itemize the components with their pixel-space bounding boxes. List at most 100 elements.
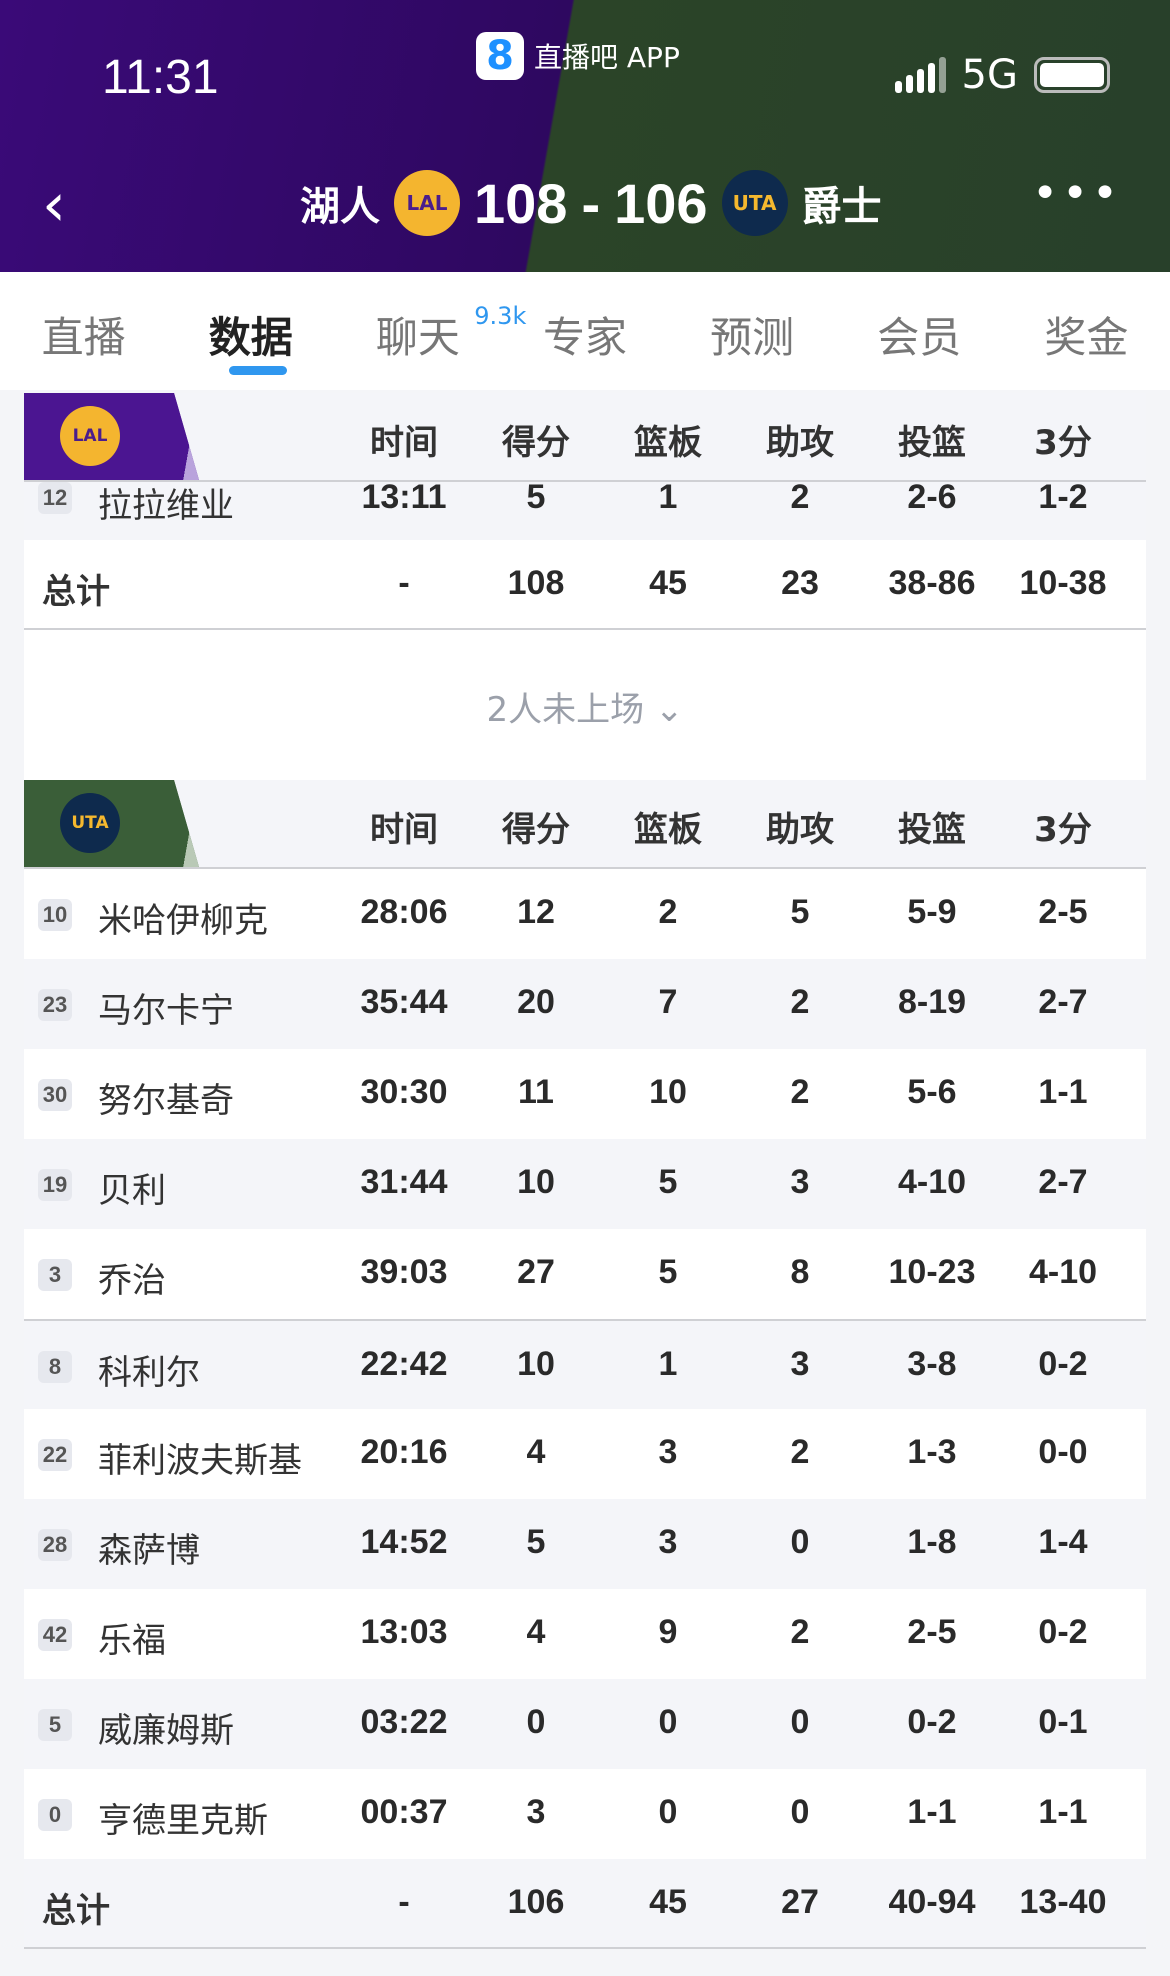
team-flag: LAL	[24, 393, 199, 480]
column-header[interactable]: 投篮	[898, 810, 966, 850]
total-label: 总计	[42, 572, 110, 612]
column-header[interactable]: 得分	[502, 423, 570, 463]
stat-cell: 0	[790, 1703, 810, 1741]
column-header[interactable]: 篮板	[634, 423, 702, 463]
tab-2[interactable]: 聊天 9.3k	[334, 272, 527, 390]
app-name: 直播吧 APP	[534, 41, 680, 74]
stat-cell: 2	[790, 478, 810, 516]
stat-cell: 1	[658, 478, 678, 516]
stat-cell: 12	[517, 893, 555, 931]
table-row[interactable]: 23 马尔卡宁 35:44 20 7 2 8-19 2-7	[24, 959, 1146, 1049]
status-time: 11:31	[102, 51, 219, 104]
table-row[interactable]: 22 菲利波夫斯基 20:16 4 3 2 1-3 0-0	[24, 1409, 1146, 1499]
stat-cell: 5	[658, 1163, 678, 1201]
player-name[interactable]: 马尔卡宁	[98, 991, 234, 1031]
column-header[interactable]: 3分	[1034, 423, 1092, 463]
stat-cell: -	[398, 1883, 410, 1921]
stat-cell: 27	[517, 1253, 555, 1291]
battery-icon	[1034, 57, 1110, 93]
stat-cell: 3	[790, 1345, 810, 1383]
tab-label: 数据	[208, 313, 293, 362]
stat-cell: 11	[518, 1073, 554, 1111]
tab-label: 会员	[877, 313, 962, 362]
app-banner[interactable]: 8 直播吧 APP	[476, 32, 680, 80]
player-name[interactable]: 努尔基奇	[98, 1081, 234, 1121]
tab-label: 预测	[710, 313, 795, 362]
player-name[interactable]: 菲利波夫斯基	[98, 1441, 302, 1481]
away-team-name[interactable]: 爵士	[801, 184, 882, 230]
table-row[interactable]: 3 乔治 39:03 27 5 8 10-23 4-10	[24, 1229, 1146, 1319]
tab-4[interactable]: 预测	[669, 272, 836, 390]
stat-cell: 1-3	[907, 1433, 957, 1471]
column-header[interactable]: 助攻	[766, 423, 834, 463]
column-header[interactable]: 篮板	[634, 810, 702, 850]
stat-cell: 5	[526, 478, 546, 516]
jersey-number: 0	[38, 1799, 72, 1831]
column-header[interactable]: 时间	[370, 423, 438, 463]
stat-cell: 5	[526, 1523, 546, 1561]
table-row[interactable]: 8 科利尔 22:42 10 1 3 3-8 0-2	[24, 1319, 1146, 1409]
stat-cell: 5-9	[907, 893, 957, 931]
more-icon[interactable]: •••	[1032, 168, 1122, 219]
chat-count-badge: 9.3k	[474, 302, 527, 330]
player-name[interactable]: 乐福	[98, 1621, 166, 1661]
dnp-label: 2人未上场	[486, 690, 645, 730]
table-row[interactable]: 28 森萨博 14:52 5 3 0 1-8 1-4	[24, 1499, 1146, 1589]
player-name[interactable]: 威廉姆斯	[98, 1711, 234, 1751]
table-row[interactable]: 42 乐福 13:03 4 9 2 2-5 0-2	[24, 1589, 1146, 1679]
stat-cell: 2	[790, 1073, 810, 1111]
stat-cell: 2	[790, 1433, 810, 1471]
jersey-number: 19	[38, 1169, 72, 1201]
back-icon[interactable]: ‹	[42, 170, 66, 240]
player-name[interactable]: 米哈伊柳克	[98, 901, 268, 941]
jersey-number: 3	[38, 1259, 72, 1291]
total-label: 总计	[42, 1891, 110, 1931]
tab-5[interactable]: 会员	[836, 272, 1003, 390]
stat-cell: 27	[781, 1883, 819, 1921]
player-name[interactable]: 贝利	[98, 1171, 166, 1211]
column-header[interactable]: 投篮	[898, 423, 966, 463]
table-row[interactable]: 0 亨德里克斯 00:37 3 0 0 1-1 1-1	[24, 1769, 1146, 1859]
tab-0[interactable]: 直播	[0, 272, 167, 390]
column-header[interactable]: 得分	[502, 810, 570, 850]
stat-cell: 1-4	[1038, 1523, 1088, 1561]
jersey-number: 42	[38, 1619, 72, 1651]
stat-cell: 4	[526, 1433, 546, 1471]
stat-cell: 10	[649, 1073, 687, 1111]
stat-cell: 1-1	[1038, 1793, 1088, 1831]
column-header[interactable]: 时间	[370, 810, 438, 850]
stat-cell: 2-6	[907, 478, 957, 516]
column-header[interactable]: 助攻	[766, 810, 834, 850]
home-team-name[interactable]: 湖人	[300, 184, 380, 230]
player-name[interactable]: 拉拉维业	[98, 486, 234, 526]
stat-cell: 28:06	[360, 893, 448, 931]
table-row[interactable]: 10 米哈伊柳克 28:06 12 2 5 5-9 2-5	[24, 869, 1146, 959]
stat-cell: 0	[790, 1523, 810, 1561]
stat-cell: 0	[658, 1793, 678, 1831]
stat-cell: 23	[781, 564, 819, 602]
stat-cell: 2	[658, 893, 678, 931]
tab-1[interactable]: 数据	[167, 272, 334, 390]
uta-logo-icon[interactable]: UTA	[721, 170, 788, 236]
table-row[interactable]: 30 努尔基奇 30:30 11 10 2 5-6 1-1	[24, 1049, 1146, 1139]
tab-6[interactable]: 奖金	[1003, 272, 1170, 390]
dnp-toggle[interactable]: 2人未上场 ⌄	[24, 630, 1146, 780]
lal-logo-icon[interactable]: LAL	[394, 170, 460, 236]
stat-cell: 0-2	[1038, 1345, 1088, 1383]
tab-label: 聊天	[375, 313, 460, 362]
stat-cell: 0-0	[1038, 1433, 1088, 1471]
stat-cell: 2	[790, 1613, 810, 1651]
player-name[interactable]: 亨德里克斯	[98, 1801, 268, 1841]
jersey-number: 28	[38, 1529, 72, 1561]
table-row[interactable]: 12 拉拉维业 13:11 5 1 2 2-6 1-2	[24, 478, 1146, 540]
player-name[interactable]: 森萨博	[98, 1531, 200, 1571]
stat-cell: -	[398, 564, 410, 602]
player-name[interactable]: 科利尔	[98, 1353, 200, 1393]
column-header[interactable]: 3分	[1034, 810, 1092, 850]
player-name[interactable]: 乔治	[98, 1261, 166, 1301]
stat-cell: 3	[658, 1523, 678, 1561]
tab-3[interactable]: 专家	[501, 272, 668, 390]
jersey-number: 30	[38, 1079, 72, 1111]
table-row[interactable]: 19 贝利 31:44 10 5 3 4-10 2-7	[24, 1139, 1146, 1229]
table-row[interactable]: 5 威廉姆斯 03:22 0 0 0 0-2 0-1	[24, 1679, 1146, 1769]
